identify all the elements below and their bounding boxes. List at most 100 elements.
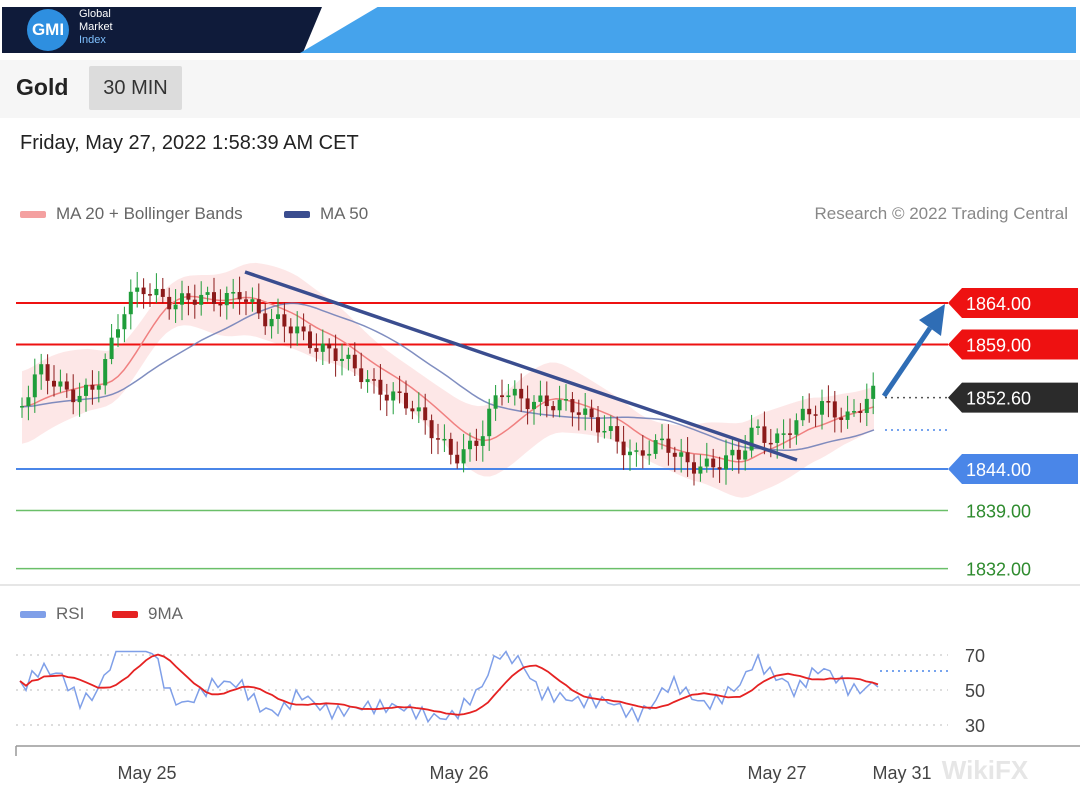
- candle-body: [269, 318, 274, 327]
- ma20-label: MA 20 + Bollinger Bands: [56, 204, 243, 223]
- candle-body: [301, 326, 306, 332]
- candle-body: [173, 304, 178, 310]
- candle-body: [768, 442, 773, 445]
- candle-body: [724, 455, 728, 470]
- instrument-title: Gold: [16, 74, 69, 100]
- candle-body: [461, 449, 466, 464]
- candle-body: [186, 293, 191, 300]
- candle-body: [58, 381, 63, 387]
- candle-body: [340, 358, 344, 361]
- gmi-logo-icon[interactable]: GMI: [27, 9, 69, 51]
- candle-body: [564, 399, 568, 401]
- x-tick-label-3: May 31: [872, 763, 931, 783]
- candle-body: [711, 458, 716, 468]
- brand-name: Global Market Index: [79, 8, 113, 47]
- candle-body: [602, 430, 607, 433]
- candle-body: [852, 411, 856, 413]
- rsi-ma-swatch-icon: [112, 610, 138, 618]
- candle-body: [743, 450, 748, 460]
- candle-body: [109, 337, 114, 360]
- candle-body: [596, 417, 600, 433]
- candle-body: [455, 454, 460, 464]
- candle-body: [807, 408, 812, 415]
- candle-body: [544, 395, 549, 407]
- candle-body: [45, 364, 50, 381]
- research-credit: Research © 2022 Trading Central: [814, 204, 1069, 223]
- rsi-tick-label-0: 70: [965, 646, 985, 666]
- candle-body: [551, 406, 556, 411]
- rsi-tick-label-1: 50: [965, 681, 985, 701]
- level-label-3: 1844.00: [966, 460, 1031, 480]
- candle-body: [160, 288, 165, 297]
- level-tag-3: [948, 454, 1078, 484]
- legend-rsi-ma: 9MA: [112, 604, 183, 624]
- candle-body: [295, 326, 300, 334]
- candle-body: [493, 395, 498, 409]
- rsi-line: [19, 650, 879, 724]
- candle-body: [333, 348, 338, 361]
- rsi-ma-line: [19, 653, 879, 716]
- candle-body: [660, 438, 664, 441]
- candle-body: [506, 395, 511, 398]
- candle-body: [276, 314, 280, 319]
- candle-body: [96, 385, 101, 390]
- candle-body: [423, 407, 428, 421]
- candle-body: [320, 343, 325, 352]
- candle-body: [640, 450, 645, 456]
- candle-body: [282, 314, 287, 327]
- candle-body: [212, 292, 216, 304]
- candle-body: [167, 296, 172, 310]
- candle-body: [397, 391, 402, 393]
- candle-body: [845, 411, 850, 420]
- candle-body: [839, 417, 844, 420]
- candle-body: [404, 392, 408, 409]
- legend-rsi: RSI: [20, 604, 84, 624]
- candle-body: [365, 379, 370, 383]
- candle-body: [77, 395, 82, 403]
- candle-body: [71, 389, 76, 403]
- level-tag-0: [948, 288, 1078, 318]
- candle-body: [480, 436, 485, 446]
- candle-body: [52, 380, 56, 387]
- rsi-ma-label: 9MA: [148, 604, 183, 623]
- candle-body: [135, 287, 140, 292]
- candle-body: [436, 438, 440, 440]
- ma50-label: MA 50: [320, 204, 369, 223]
- header-bar: GMI Global Market Index: [0, 0, 1080, 58]
- candle-body: [525, 398, 530, 410]
- candle-body: [224, 293, 229, 306]
- timeframe-badge[interactable]: 30 MIN: [89, 66, 182, 110]
- wikifx-watermark: WikiFX: [942, 755, 1029, 785]
- candle-body: [32, 374, 37, 398]
- ma50-swatch-icon: [284, 210, 310, 218]
- candle-body: [794, 420, 799, 435]
- brand-line-3: Index: [79, 34, 106, 46]
- legend-ma20: MA 20 + Bollinger Bands: [20, 204, 243, 224]
- candle-body: [352, 354, 357, 369]
- candle-body: [864, 398, 869, 413]
- candle-body: [429, 420, 434, 439]
- level-label-5: 1832.00: [966, 560, 1031, 580]
- candle-body: [788, 433, 792, 435]
- candle-body: [378, 379, 383, 395]
- x-tick-label-1: May 26: [429, 763, 488, 783]
- candle-body: [781, 433, 786, 435]
- candle-body: [474, 440, 479, 446]
- candle-body: [756, 426, 760, 428]
- candle-body: [666, 438, 671, 453]
- forecast-arrow-icon: [881, 326, 933, 398]
- candle-body: [192, 299, 197, 305]
- candle-body: [416, 407, 421, 412]
- candle-body: [679, 452, 684, 457]
- candle-body: [820, 401, 824, 415]
- candle-body: [288, 326, 293, 334]
- downtrend-line: [244, 270, 798, 462]
- candle-body: [576, 412, 581, 415]
- forecast-arrowhead-icon: [919, 304, 945, 336]
- candle-body: [384, 394, 389, 401]
- candle-body: [487, 408, 492, 437]
- candle-body: [359, 368, 364, 383]
- timestamp: Friday, May 27, 2022 1:58:39 AM CET: [20, 132, 359, 154]
- candle-body: [698, 466, 703, 474]
